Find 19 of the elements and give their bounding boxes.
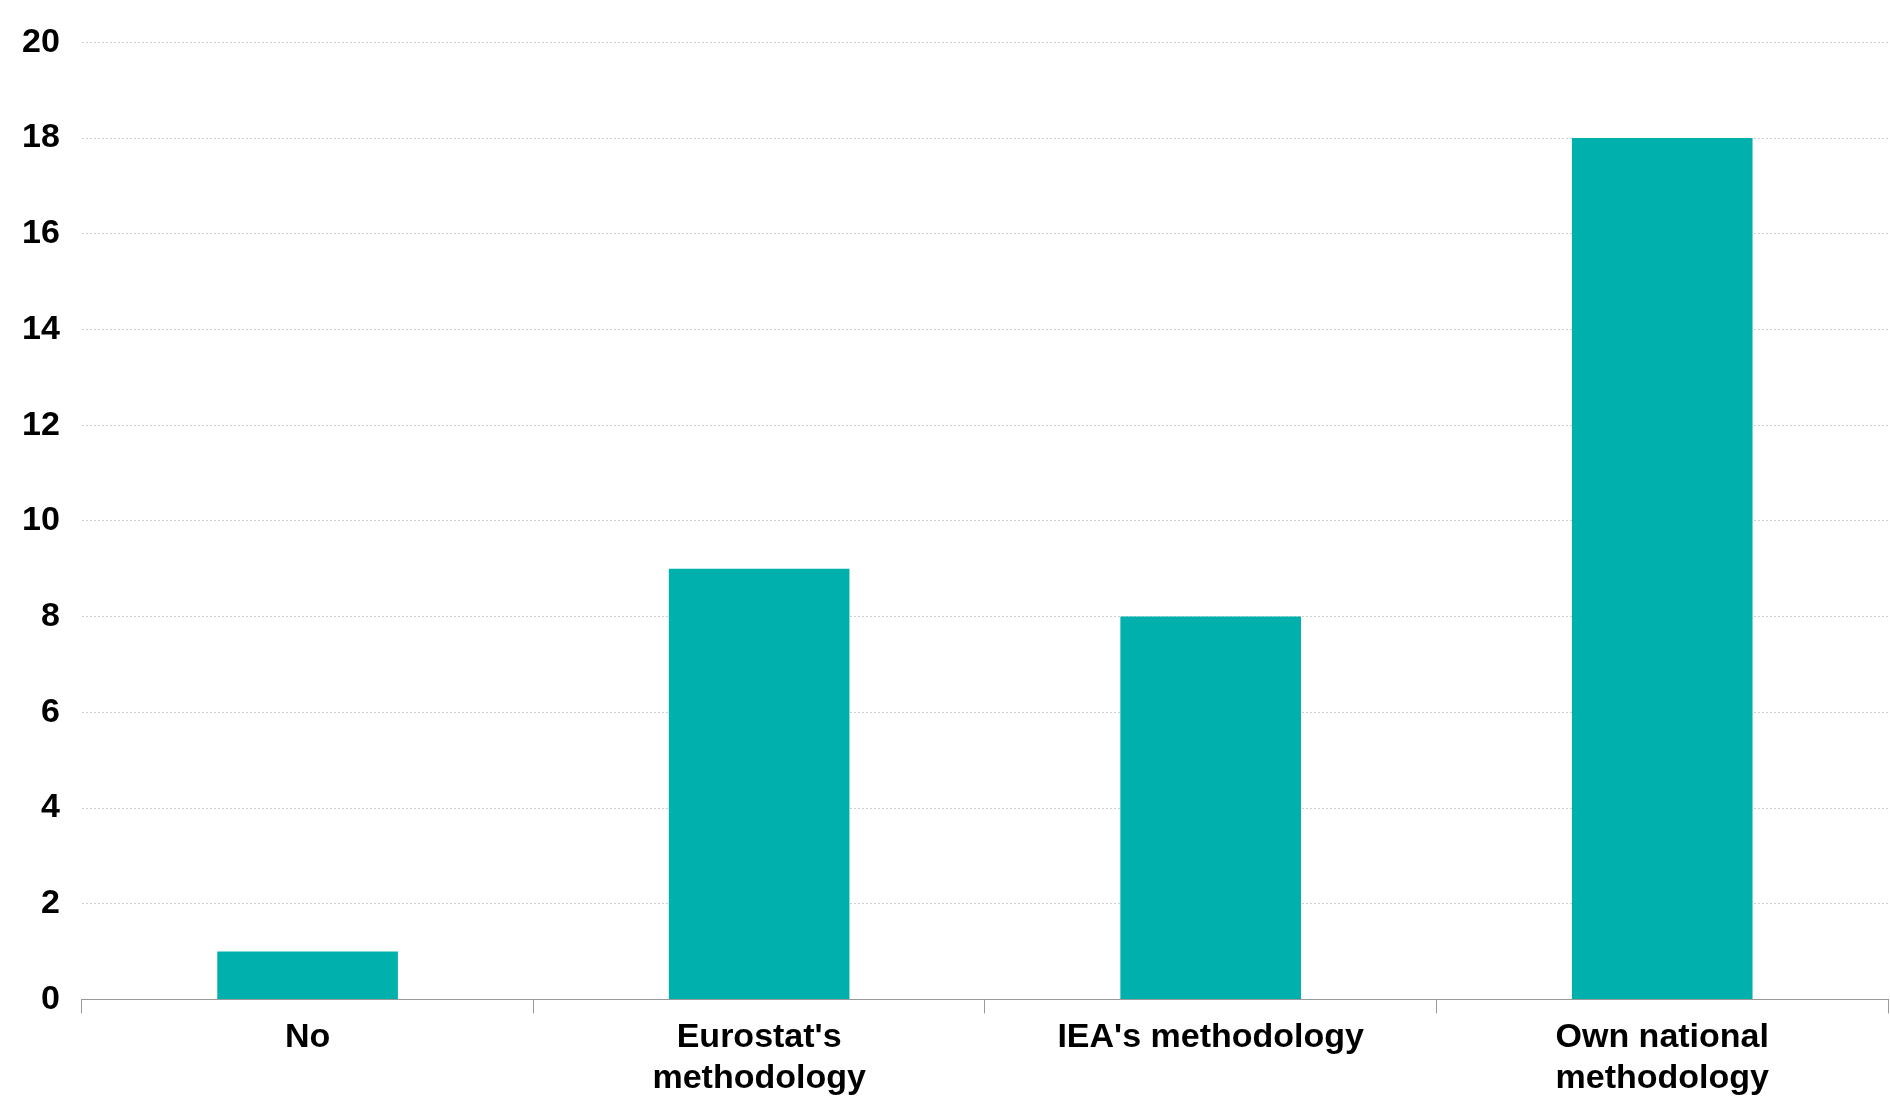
y-tick-label: 18 bbox=[21, 116, 60, 155]
bar bbox=[217, 951, 398, 999]
y-tick-label: 20 bbox=[21, 20, 60, 59]
y-tick-label: 14 bbox=[21, 307, 60, 346]
bar bbox=[668, 568, 850, 999]
x-tick-label: No bbox=[284, 1016, 331, 1055]
y-tick-label: 0 bbox=[40, 977, 60, 1016]
y-tick-label: 8 bbox=[40, 594, 60, 633]
y-tick-label: 6 bbox=[40, 690, 60, 729]
bar bbox=[1571, 138, 1753, 999]
y-tick-label: 4 bbox=[40, 786, 60, 825]
x-tick-label: Own national methodology bbox=[1555, 1016, 1770, 1095]
y-tick-label: 10 bbox=[21, 499, 60, 538]
y-tick-label: 16 bbox=[21, 212, 60, 251]
y-tick-label: 2 bbox=[40, 882, 60, 921]
y-tick-label: 12 bbox=[21, 403, 60, 442]
bar bbox=[1120, 616, 1301, 999]
x-tick-label: IEA's methodology bbox=[1057, 1016, 1365, 1055]
x-tick-label: Eurostat's methodology bbox=[652, 1016, 866, 1095]
